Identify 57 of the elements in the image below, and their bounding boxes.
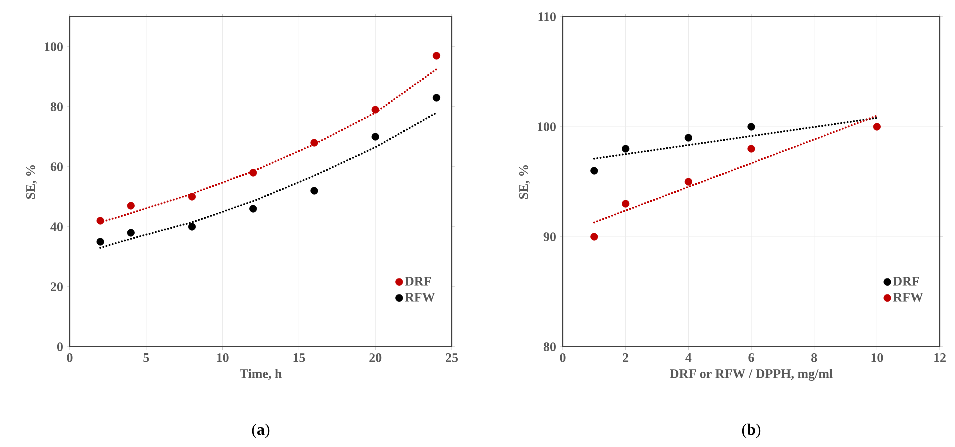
- point: [188, 193, 196, 201]
- y-tick-label: 90: [544, 232, 556, 242]
- point: [432, 52, 441, 60]
- x-tick-label: 20: [370, 354, 382, 362]
- legend-label: RFW: [893, 293, 924, 302]
- x-tick-label: 15: [294, 354, 306, 362]
- x-tick-label: 10: [872, 354, 884, 362]
- point: [250, 205, 258, 213]
- legend-label: DRF: [893, 277, 920, 286]
- y-axis-title: SE, %: [26, 166, 38, 200]
- point: [748, 123, 756, 131]
- point: [96, 238, 104, 246]
- point: [873, 123, 881, 131]
- point: [622, 145, 630, 153]
- x-tick-label: 2: [623, 354, 629, 362]
- point: [748, 145, 756, 153]
- y-tick-label: 80: [544, 342, 556, 352]
- text: (a): [252, 424, 270, 438]
- y-tick-label: 40: [50, 222, 63, 232]
- point: [310, 139, 318, 147]
- point: [590, 167, 598, 175]
- text: (b): [742, 424, 761, 438]
- x-tick-label: 12: [934, 354, 946, 362]
- y-tick-label: 20: [51, 282, 63, 292]
- y-tick-label: 110: [538, 12, 556, 22]
- x-tick-label: 25: [446, 354, 458, 362]
- legend-label: RFW: [405, 293, 436, 302]
- y-tick-label: 80: [50, 102, 63, 112]
- x-tick-label: 10: [217, 354, 229, 362]
- y-axis-title: SE, %: [519, 166, 530, 200]
- point: [622, 200, 630, 208]
- x-tick-label: 8: [812, 354, 818, 362]
- point: [188, 223, 196, 231]
- x-tick-label: 0: [560, 354, 566, 362]
- point: [432, 94, 441, 102]
- point: [590, 233, 598, 241]
- x-tick-label: 5: [144, 354, 150, 362]
- point: [372, 133, 380, 141]
- x-axis-title: Time, h: [240, 369, 282, 380]
- y-tick-label: 100: [45, 42, 63, 52]
- y-tick-label: 100: [538, 122, 556, 132]
- y-tick-label: 0: [57, 342, 63, 352]
- y-tick-label: 60: [50, 162, 63, 172]
- x-tick-label: 0: [67, 354, 73, 362]
- x-axis-title: DRF or RFW / DPPH, mg/ml: [670, 369, 833, 382]
- point: [310, 187, 318, 195]
- point: [127, 202, 135, 210]
- point: [372, 106, 380, 114]
- legend-label: DRF: [405, 277, 432, 286]
- point: [250, 169, 258, 177]
- point: [684, 178, 692, 186]
- x-tick-label: 4: [686, 354, 692, 362]
- x-tick-label: 6: [748, 354, 754, 362]
- line-series: [100, 112, 438, 249]
- point: [684, 134, 692, 142]
- point: [96, 217, 104, 225]
- point: [127, 229, 135, 237]
